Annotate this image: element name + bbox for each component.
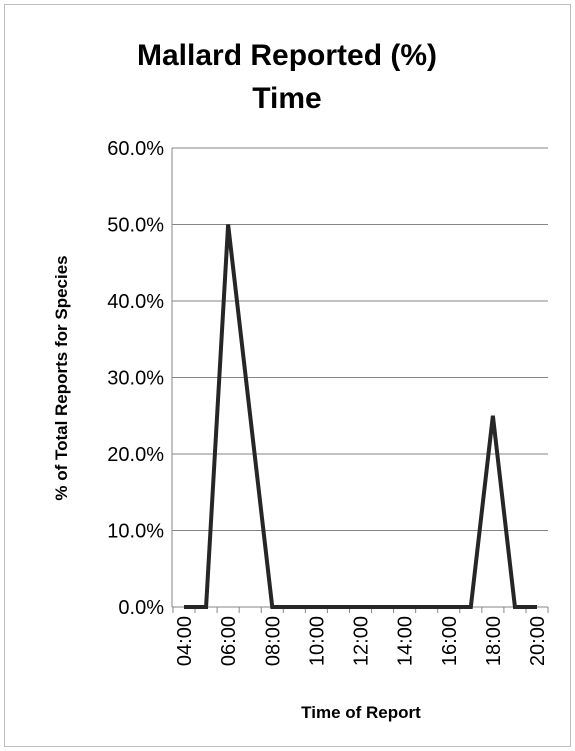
x-tick-label: 14:00 bbox=[395, 616, 417, 666]
chart-frame bbox=[4, 4, 571, 747]
y-tick-label: 60.0% bbox=[107, 138, 164, 160]
chart-title: Mallard Reported (%) Time bbox=[137, 39, 437, 115]
x-tick-label: 20:00 bbox=[527, 616, 549, 666]
gridlines bbox=[172, 147, 548, 531]
chart-title-line-1: Mallard Reported (%) bbox=[137, 39, 437, 72]
x-tick-label: 16:00 bbox=[439, 616, 461, 666]
chart-title-line-2: Time bbox=[252, 82, 321, 115]
y-tick-label: 10.0% bbox=[107, 521, 164, 543]
series-line bbox=[184, 224, 537, 609]
x-tick-labels: 04:00 06:00 08:00 10:00 12:00 14:00 16:00 18:00… bbox=[174, 616, 549, 666]
y-tick-label: 50.0% bbox=[107, 215, 164, 237]
x-tick-label: 10:00 bbox=[306, 616, 328, 666]
x-tick-label: 04:00 bbox=[174, 616, 196, 666]
x-axis-title: Time of Report bbox=[301, 703, 421, 722]
y-tick-label: 20.0% bbox=[107, 444, 164, 466]
series bbox=[184, 224, 537, 609]
x-tick-label: 18:00 bbox=[483, 616, 505, 666]
y-axis-title: % of Total Reports for Species bbox=[52, 255, 71, 500]
y-tick-labels: 0.0% 10.0% 20.0% 30.0% 40.0% 50.0% 60.0% bbox=[107, 138, 164, 619]
x-tick-label: 08:00 bbox=[262, 616, 284, 666]
axes bbox=[171, 148, 549, 613]
x-tick-label: 12:00 bbox=[351, 616, 373, 666]
y-tick-label: 30.0% bbox=[107, 368, 164, 390]
x-tick-label: 06:00 bbox=[218, 616, 240, 666]
y-tick-label: 0.0% bbox=[118, 597, 164, 619]
y-tick-label: 40.0% bbox=[107, 291, 164, 313]
